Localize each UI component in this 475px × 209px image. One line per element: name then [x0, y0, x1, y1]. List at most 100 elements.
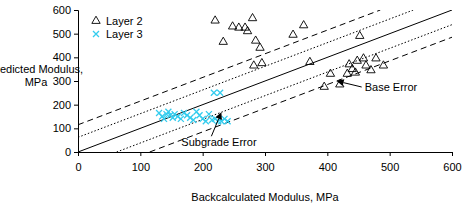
- tick-mark: [74, 105, 78, 106]
- point: [256, 43, 264, 50]
- data-area: [78, 10, 452, 152]
- point: [379, 61, 387, 68]
- tick-label: 300: [256, 161, 274, 173]
- tick-label: 100: [132, 161, 150, 173]
- tick-label: 0: [75, 161, 81, 173]
- point: [306, 57, 314, 64]
- point: [359, 54, 367, 61]
- point: [367, 66, 375, 73]
- tick-label: 200: [194, 161, 212, 173]
- point: [356, 31, 364, 38]
- point: [343, 69, 351, 76]
- tick: 0: [75, 152, 81, 173]
- tick-label: 300: [53, 75, 71, 87]
- annotation: Base Error: [337, 79, 418, 93]
- tick-label: 400: [53, 51, 71, 63]
- axis-line: [74, 11, 79, 153]
- tick: 200: [194, 152, 212, 173]
- tick: 0: [65, 146, 78, 158]
- point: [258, 58, 266, 65]
- tick-label: 400: [319, 161, 337, 173]
- reference-line: [78, 10, 413, 137]
- tick-label: 200: [53, 99, 71, 111]
- tick: 300: [53, 75, 78, 87]
- tick: 400: [319, 152, 337, 173]
- point: [320, 82, 328, 89]
- tick: 400: [53, 51, 78, 63]
- legend-label: Layer 3: [106, 28, 143, 40]
- tick: 600: [53, 4, 78, 16]
- tick-mark: [74, 10, 78, 11]
- reference-line: [78, 10, 380, 125]
- legend-entry: Layer 2: [92, 15, 143, 27]
- tick-mark: [327, 152, 328, 156]
- reference-line: [150, 37, 452, 152]
- legend-label: Layer 2: [106, 15, 143, 27]
- point: [206, 111, 212, 117]
- legend-marker: [92, 16, 100, 23]
- point: [251, 36, 259, 43]
- tick: 100: [53, 122, 78, 134]
- point: [351, 68, 359, 75]
- tick-mark: [74, 152, 78, 153]
- plot: 0 100 200 300 400 500 600 0 100 200 300 400 500 600 Ba…: [53, 4, 462, 173]
- tick: 300: [256, 152, 274, 173]
- annotation-arrow: [343, 83, 361, 87]
- tick-mark: [74, 128, 78, 129]
- point: [211, 16, 219, 23]
- tick: 600: [443, 152, 461, 173]
- chart: 0 100 200 300 400 500 600 0 100 200 300 400 500 600 Ba…: [0, 0, 475, 209]
- annotation-text: Subgrade Error: [181, 136, 257, 148]
- reference-line: [78, 10, 452, 152]
- tick-mark: [390, 152, 391, 156]
- tick: 500: [381, 152, 399, 173]
- annotation-arrowhead: [337, 79, 345, 86]
- point: [243, 26, 251, 33]
- y-axis: 0 100 200 300 400 500 600: [53, 4, 79, 158]
- tick-mark: [140, 152, 141, 156]
- point: [372, 54, 380, 61]
- annotation: Subgrade Error: [181, 112, 257, 148]
- tick-mark: [203, 152, 204, 156]
- y-axis-title-line: MPa: [25, 76, 49, 88]
- annotation-arrow: [211, 119, 218, 137]
- point: [211, 90, 217, 96]
- tick-label: 600: [53, 4, 71, 16]
- reference-line: [117, 25, 452, 152]
- tick-label: 500: [381, 161, 399, 173]
- point: [225, 118, 231, 124]
- tick-label: 600: [443, 161, 461, 173]
- x-axis: 0 100 200 300 400 500 600: [75, 152, 461, 173]
- tick: 100: [132, 152, 150, 173]
- tick-mark: [74, 57, 78, 58]
- tick: 500: [53, 28, 78, 40]
- tick-label: 100: [53, 122, 71, 134]
- y-axis-title-line: Predicted Modulus,: [0, 63, 83, 75]
- x-axis-title: Backcalculated Modulus, MPa: [191, 191, 339, 203]
- legend: Layer 2Layer 3: [92, 15, 143, 40]
- tick-label: 500: [53, 28, 71, 40]
- point: [345, 60, 353, 67]
- point: [203, 118, 209, 124]
- point: [217, 90, 223, 96]
- legend-marker: [93, 31, 99, 37]
- tick-mark: [452, 152, 453, 156]
- tick-mark: [74, 81, 78, 82]
- point: [178, 116, 184, 122]
- point: [362, 61, 370, 68]
- point: [248, 13, 256, 20]
- axis-line: [79, 153, 453, 157]
- point: [299, 21, 307, 28]
- y-axis-title: Predicted Modulus,MPa: [0, 63, 83, 88]
- tick-mark: [265, 152, 266, 156]
- tick-label: 0: [65, 146, 71, 158]
- tick: 200: [53, 99, 78, 111]
- annotation-text: Base Error: [365, 81, 418, 93]
- legend-entry: Layer 3: [93, 28, 143, 40]
- point: [190, 117, 196, 123]
- point: [336, 80, 344, 87]
- tick-mark: [74, 34, 78, 35]
- point: [219, 37, 227, 44]
- annotation-arrowhead: [215, 112, 221, 120]
- point: [326, 69, 334, 76]
